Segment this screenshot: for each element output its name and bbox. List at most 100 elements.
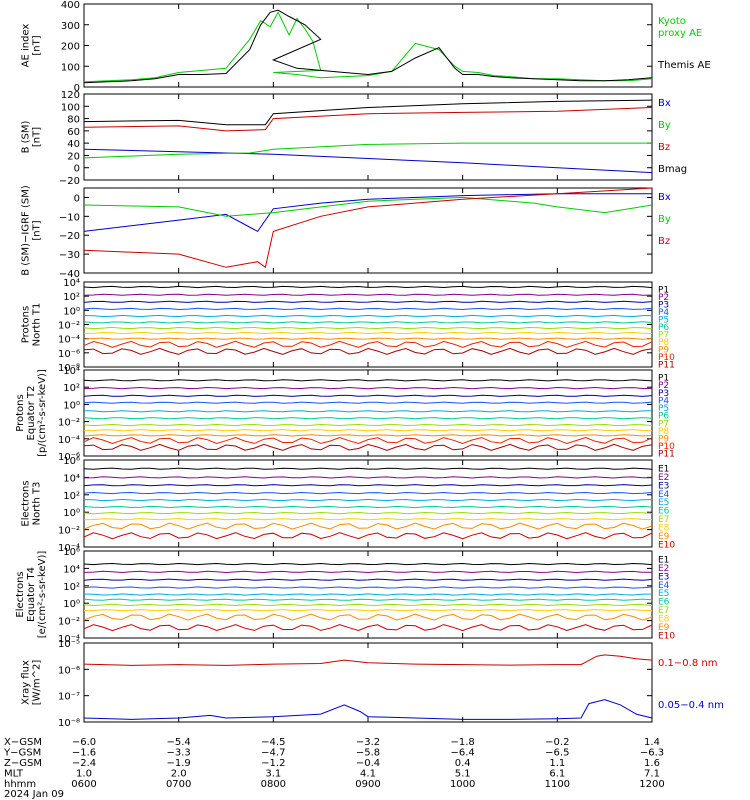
series-line	[83, 699, 653, 720]
legend-label: P10	[658, 353, 675, 363]
legend-label: P5	[658, 404, 669, 414]
y-axis-label: AE index	[21, 24, 32, 68]
ephemeris-value: 1100	[545, 779, 570, 790]
y-axis-label: Protons	[15, 394, 26, 431]
y-tick-label: 10⁻⁷	[58, 692, 80, 703]
y-tick-label: 10⁴	[63, 366, 80, 377]
y-tick-label: 10⁻²	[58, 418, 80, 429]
channel-line	[83, 603, 653, 607]
channel-line	[83, 511, 653, 515]
y-tick-label: 10⁴	[63, 473, 80, 484]
legend-label: P3	[658, 389, 669, 399]
y-axis-label: North T3	[32, 482, 43, 526]
legend-label: P4	[658, 308, 669, 318]
ephemeris-value: −1.9	[167, 758, 191, 769]
ephemeris-value: 1200	[639, 779, 664, 790]
channel-line	[83, 307, 653, 311]
legend-label: E6	[658, 598, 670, 608]
ephemeris-value: −3.2	[356, 737, 380, 748]
ephemeris-value: 0.4	[455, 758, 471, 769]
y-tick-label: 400	[61, 0, 80, 11]
series-line	[83, 107, 653, 132]
legend-label: Bz	[658, 142, 670, 153]
legend-label: P6	[658, 323, 669, 333]
channel-line	[83, 598, 653, 601]
channel-line	[83, 443, 653, 451]
legend-label: By	[658, 120, 671, 131]
y-axis-label: B (SM)	[21, 120, 32, 153]
legend-label: E3	[658, 481, 669, 491]
y-tick-label: −30	[59, 250, 80, 261]
channel-line	[83, 505, 653, 509]
y-tick-label: 40	[67, 139, 80, 150]
channel-line	[84, 429, 653, 432]
ephemeris-value: −1.6	[72, 748, 96, 759]
y-tick-label: 10²	[63, 383, 80, 394]
legend-label: E7	[658, 606, 669, 616]
channel-line	[83, 394, 653, 397]
ephemeris-value: −1.8	[451, 737, 475, 748]
channel-line	[83, 386, 653, 390]
channel-line	[83, 498, 653, 502]
legend-label: P11	[658, 450, 675, 460]
ephemeris-row-label: hhmm	[4, 779, 36, 790]
series-line	[83, 9, 653, 84]
legend-label: Bx	[658, 192, 671, 203]
legend-label: E9	[658, 623, 670, 633]
legend-label: E5	[658, 498, 669, 508]
legend-label: P8	[658, 338, 669, 348]
y-tick-label: 80	[67, 115, 80, 126]
y-tick-label: 10⁰	[63, 400, 80, 411]
ephemeris-value: −3.3	[167, 748, 191, 759]
channel-line	[83, 434, 653, 437]
y-axis-label: B (SM)−IGRF (SM)	[21, 185, 32, 276]
legend-label: E9	[658, 532, 670, 542]
series-line	[83, 654, 653, 666]
y-axis-label: [W/m^2]	[32, 660, 43, 706]
y-tick-label: −10	[59, 212, 80, 223]
channel-line	[83, 337, 653, 340]
channel-line	[83, 314, 652, 318]
y-tick-label: 10⁻⁸	[58, 363, 80, 374]
series-line	[83, 193, 652, 233]
ephemeris-row-label: MLT	[4, 769, 24, 780]
y-tick-label: 20	[67, 151, 80, 162]
channel-line	[83, 593, 652, 596]
channel-line	[83, 532, 653, 540]
panel-frame	[83, 642, 653, 723]
y-tick-label: −20	[59, 176, 80, 187]
y-axis-label: Equator T4	[26, 567, 37, 622]
channel-line	[83, 417, 653, 420]
channel-line	[83, 300, 653, 303]
ephemeris-value: 1.1	[549, 758, 565, 769]
y-tick-label: 10⁰	[63, 508, 80, 519]
ephemeris-value: −6.5	[545, 748, 569, 759]
legend-label: P3	[658, 301, 669, 311]
y-tick-label: 10⁻⁵	[58, 639, 80, 650]
series-line	[83, 148, 653, 174]
ephemeris-value: −6.4	[451, 748, 475, 759]
channel-line	[83, 484, 653, 487]
legend-label: 0.05−0.4 nm	[658, 700, 724, 711]
y-axis-label: [p/(cm²-s-sr-keV)]	[37, 369, 48, 457]
ephemeris-value: −5.8	[356, 748, 380, 759]
legend-label: P1	[658, 374, 669, 384]
y-tick-label: 60	[67, 127, 80, 138]
ephemeris-value: 0900	[355, 779, 380, 790]
plot-date: 2024 Jan 09	[4, 789, 64, 800]
ephemeris-value: 2.0	[171, 769, 187, 780]
legend-label: P1	[658, 286, 669, 296]
legend-label: E3	[658, 572, 669, 582]
legend-label: P7	[658, 419, 669, 429]
ephemeris-value: −0.4	[356, 758, 380, 769]
y-tick-label: 300	[61, 21, 80, 32]
ephemeris-value: 1.0	[76, 769, 92, 780]
y-tick-label: 10⁻⁴	[58, 634, 80, 645]
channel-line	[83, 613, 653, 621]
legend-label: P5	[658, 316, 669, 326]
ephemeris-value: −4.5	[261, 737, 285, 748]
panel-frame	[83, 93, 653, 181]
ephemeris-value: 0700	[166, 779, 191, 790]
legend-label: E8	[658, 615, 670, 625]
